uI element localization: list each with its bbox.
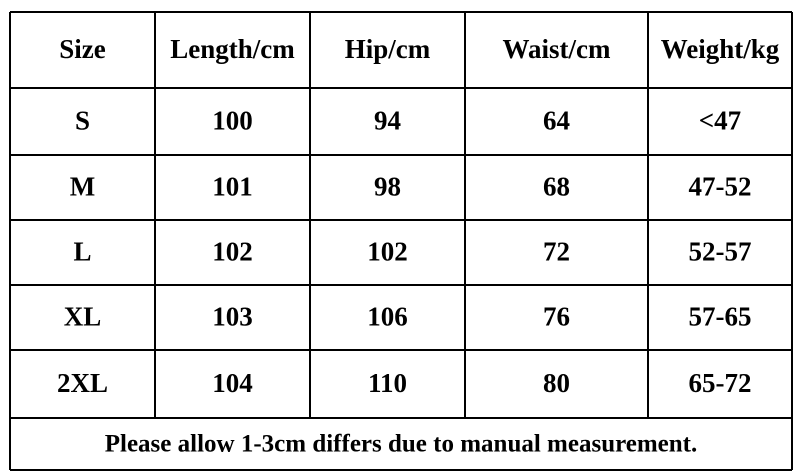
table-cell: <47 — [699, 106, 741, 136]
table-cell: 98 — [374, 172, 401, 202]
table-cell: L — [73, 237, 91, 267]
table-cell: 57-65 — [689, 302, 752, 332]
table-cell: 102 — [367, 237, 408, 267]
table-cell: 103 — [212, 302, 253, 332]
table-cell: 2XL — [57, 368, 108, 398]
table-cell: M — [70, 172, 95, 202]
header-cell: Length/cm — [170, 34, 295, 64]
table-cell: 102 — [212, 237, 253, 267]
table-cell: 80 — [543, 368, 570, 398]
table-cell: 64 — [543, 106, 570, 136]
table-cell: 47-52 — [689, 172, 752, 202]
table-cell: S — [75, 106, 90, 136]
table-cell: 94 — [374, 106, 401, 136]
table-cell: 110 — [368, 368, 407, 398]
table-cell: 52-57 — [689, 237, 752, 267]
note: Please allow 1-3cm differs due to manual… — [105, 431, 698, 458]
table-cell: 101 — [212, 172, 253, 202]
header-cell: Waist/cm — [503, 34, 611, 64]
table-cell: 76 — [543, 302, 570, 332]
table-cell: 104 — [212, 368, 253, 398]
table-cell: XL — [64, 302, 102, 332]
table-cell: 65-72 — [689, 368, 752, 398]
table-cell: 106 — [367, 302, 408, 332]
header-cell: Weight/kg — [661, 34, 780, 64]
table-cell: 68 — [543, 172, 570, 202]
header-cell: Size — [59, 34, 106, 64]
table-cell: 72 — [543, 237, 570, 267]
header-cell: Hip/cm — [345, 34, 431, 64]
table-cell: 100 — [212, 106, 253, 136]
